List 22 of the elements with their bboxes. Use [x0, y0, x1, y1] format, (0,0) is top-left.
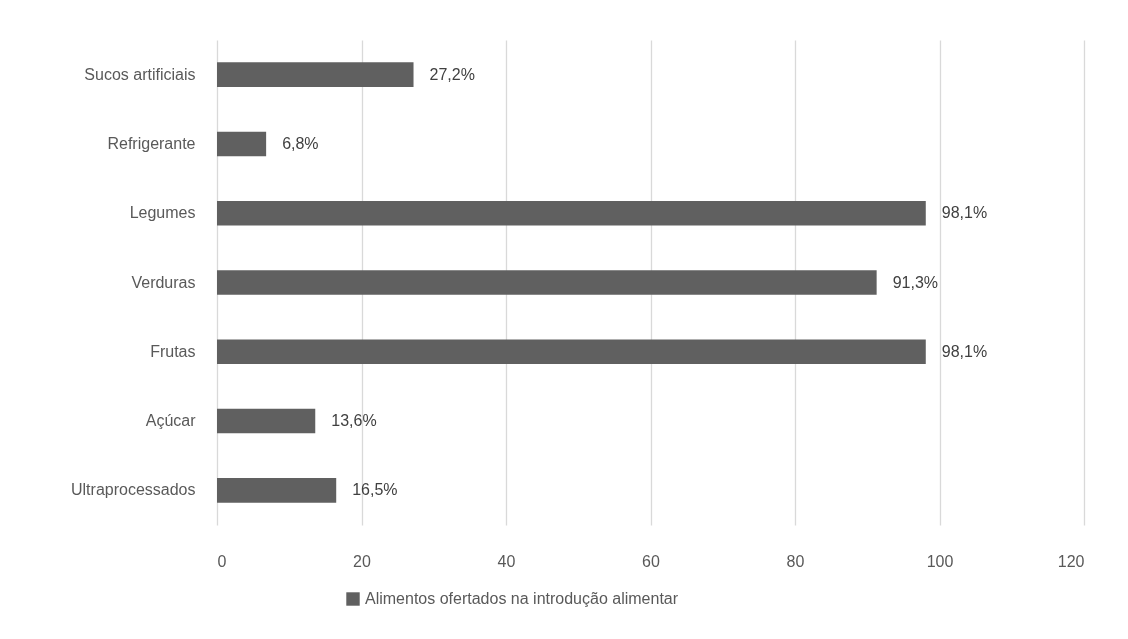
data-label: 91,3%: [892, 273, 939, 291]
data-label: 27,2%: [429, 65, 475, 83]
y-tick-label: Açúcar: [145, 412, 197, 430]
x-tick-label: 40: [497, 552, 516, 570]
y-tick-label: Sucos artificiais: [84, 65, 196, 83]
y-tick-label: Legumes: [129, 204, 196, 222]
legend-label: Alimentos ofertados na introdução alimentar: [365, 590, 679, 607]
data-label: 6,8%: [282, 134, 319, 152]
data-label: 98,1%: [941, 342, 988, 360]
data-label: 98,1%: [941, 204, 988, 222]
x-tick-label: 20: [353, 552, 371, 570]
y-tick-label: Verduras: [131, 273, 196, 291]
y-tick-label: Refrigerante: [107, 134, 196, 152]
data-label: 16,5%: [352, 481, 398, 499]
x-tick-label: 60: [642, 552, 660, 570]
data-label: 13,6%: [331, 412, 377, 430]
x-tick-label: 120: [1057, 552, 1085, 570]
y-tick-label: Frutas: [150, 342, 196, 360]
x-tick-label: 80: [786, 552, 805, 570]
y-tick-label: Ultraprocessados: [71, 481, 196, 499]
x-tick-label: 0: [217, 552, 227, 570]
x-tick-label: 100: [926, 552, 954, 570]
